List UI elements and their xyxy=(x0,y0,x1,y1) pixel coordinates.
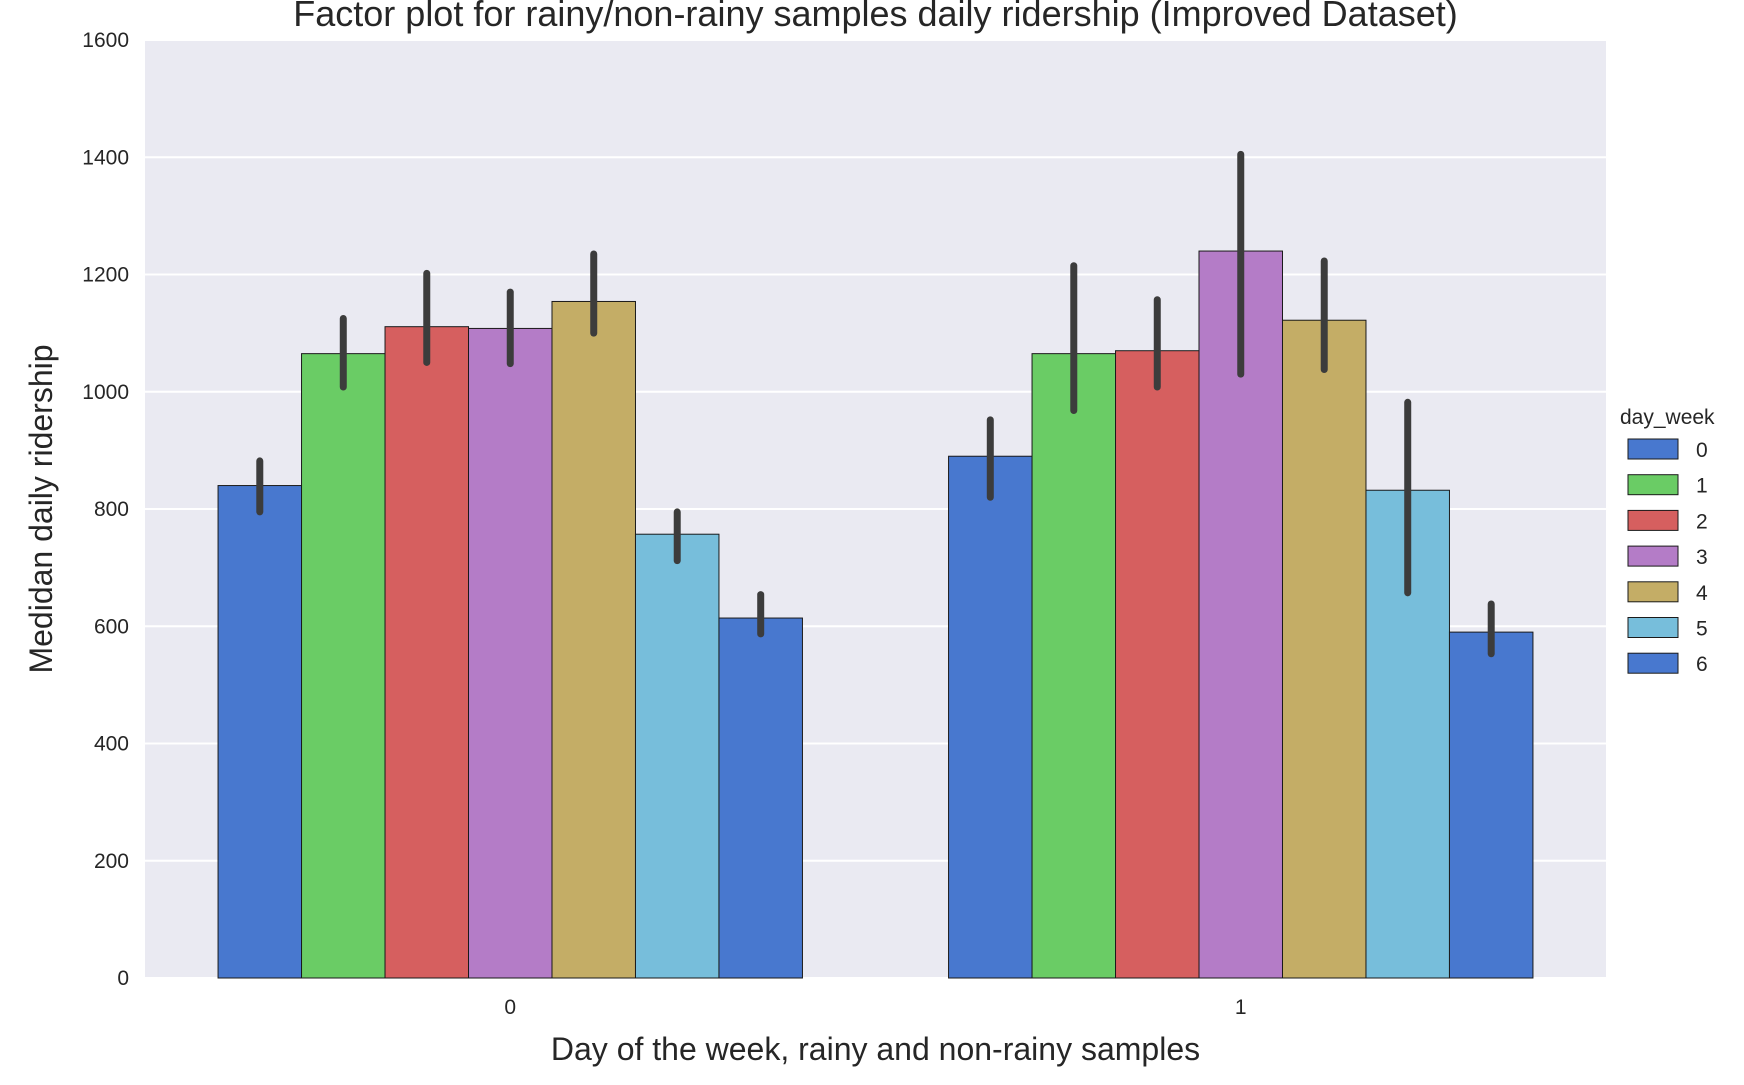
legend-swatch xyxy=(1627,617,1679,638)
y-tick-label: 0 xyxy=(117,967,129,990)
y-tick-label: 200 xyxy=(94,850,129,873)
legend-swatch xyxy=(1627,652,1679,674)
chart-title: Factor plot for rainy/non-rainy samples … xyxy=(293,0,1457,34)
legend-label: 3 xyxy=(1696,546,1708,569)
bar xyxy=(948,455,1033,979)
legend-title: day_week xyxy=(1620,406,1715,429)
legend-swatch xyxy=(1627,545,1679,567)
bar xyxy=(1031,353,1117,979)
legend-label: 2 xyxy=(1696,510,1708,533)
bar xyxy=(634,533,720,979)
legend-swatch xyxy=(1627,581,1679,603)
y-tick-label: 1200 xyxy=(82,264,129,287)
legend-swatch xyxy=(1627,474,1679,496)
x-tick-label: 0 xyxy=(504,996,516,1019)
bar xyxy=(1448,631,1534,979)
y-axis-label: Medidan daily ridership xyxy=(23,344,59,673)
x-tick-label: 1 xyxy=(1235,996,1247,1019)
bar xyxy=(718,617,803,979)
y-tick-label: 1000 xyxy=(82,381,129,404)
legend-swatch xyxy=(1627,509,1679,531)
y-tick-label: 600 xyxy=(94,615,129,638)
legend-label: 1 xyxy=(1696,475,1708,498)
bar xyxy=(217,485,303,979)
legend-label: 5 xyxy=(1696,618,1708,641)
y-tick-labels: 0 200 400 600 800 1000 1200 1400 1600 xyxy=(82,29,129,990)
bar xyxy=(468,327,553,979)
bars xyxy=(217,250,1534,979)
legend: day_week 0 1 2 3 4 5 6 xyxy=(1620,406,1715,676)
bar xyxy=(1281,319,1367,979)
legend-label: 0 xyxy=(1696,439,1708,462)
y-tick-label: 800 xyxy=(94,498,129,521)
bar xyxy=(301,353,386,979)
x-axis-label: Day of the week, rainy and non-rainy sam… xyxy=(551,1031,1200,1067)
legend-label: 6 xyxy=(1696,653,1708,676)
legend-label: 4 xyxy=(1696,582,1708,605)
legend-swatch xyxy=(1627,438,1679,460)
bar xyxy=(1115,350,1200,979)
error-bars xyxy=(256,150,1495,658)
y-tick-label: 1400 xyxy=(82,146,129,169)
y-tick-label: 400 xyxy=(94,733,129,756)
bar xyxy=(551,300,636,979)
bar xyxy=(384,326,470,979)
y-tick-label: 1600 xyxy=(82,29,129,52)
